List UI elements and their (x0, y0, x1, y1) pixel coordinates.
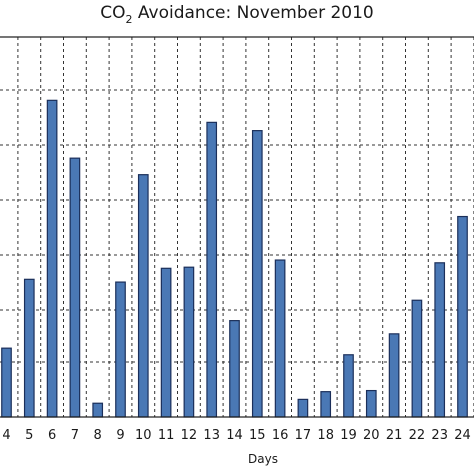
bar-day-20 (365, 389, 377, 418)
bar-day-9 (115, 281, 126, 418)
bar-day-11 (160, 267, 172, 418)
x-tick-labels: 4 5 6 7 8 9 10 11 12 13 14 15 16 17 18 19 20 21 22 23 24 (2, 428, 470, 443)
chart-title: CO2 Avoidance: November 2010 (100, 3, 374, 26)
x-tick-label: 24 (454, 428, 471, 443)
x-tick-label: 11 (158, 428, 175, 443)
bar-day-13 (206, 121, 218, 418)
bar-day-12 (183, 266, 195, 418)
x-tick-label: 13 (203, 428, 220, 443)
x-tick-label: 12 (181, 428, 198, 443)
bar-day-4 (1, 347, 12, 418)
x-tick-label: 19 (340, 428, 357, 443)
chart-title-prefix: CO (100, 3, 125, 23)
x-tick-label: 22 (409, 428, 426, 443)
bar-day-19 (343, 354, 354, 418)
bar-day-7 (69, 157, 81, 418)
x-tick-label: 16 (272, 428, 289, 443)
x-tick-label: 17 (295, 428, 312, 443)
bars (1, 99, 468, 418)
bar-day-22 (411, 299, 423, 418)
bar-day-8 (92, 402, 104, 418)
bar-day-6 (46, 99, 58, 418)
bar-day-10 (137, 174, 149, 418)
bar-day-5 (23, 278, 35, 418)
plot-frame (0, 36, 474, 418)
bar-day-24 (457, 215, 468, 418)
bar-day-17 (297, 398, 309, 418)
x-tick-label: 9 (116, 428, 124, 443)
bar-day-14 (229, 320, 240, 418)
x-tick-label: 8 (94, 428, 102, 443)
bar-day-15 (251, 130, 263, 418)
x-tick-label: 5 (25, 428, 33, 443)
x-tick-label: 23 (431, 428, 448, 443)
x-tick-label: 15 (249, 428, 266, 443)
bar-day-21 (388, 333, 400, 418)
x-tick-label: 4 (2, 428, 10, 443)
bar-day-18 (320, 391, 332, 418)
x-tick-label: 7 (71, 428, 79, 443)
chart-title-suffix: Avoidance: November 2010 (133, 3, 374, 23)
x-tick-label: 10 (135, 428, 152, 443)
x-tick-label: 18 (317, 428, 334, 443)
x-tick-label: 21 (386, 428, 403, 443)
chart-title-subscript: 2 (126, 13, 133, 26)
bar-day-16 (274, 259, 286, 418)
x-tick-label: 14 (226, 428, 243, 443)
bar-day-23 (434, 262, 446, 418)
x-tick-label: 6 (48, 428, 56, 443)
x-axis-label: Days (248, 452, 278, 466)
x-tick-label: 20 (363, 428, 380, 443)
